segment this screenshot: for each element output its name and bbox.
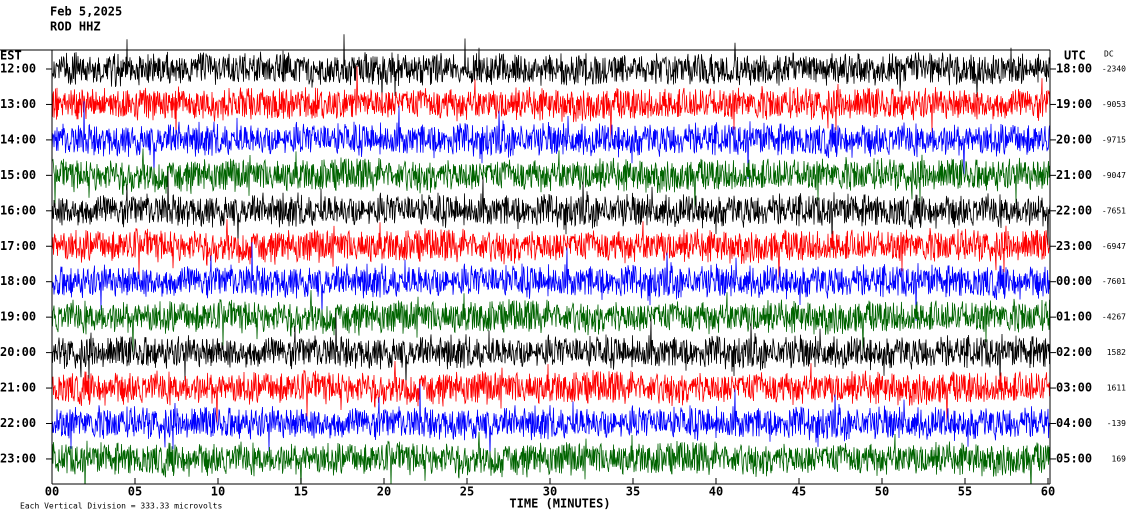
x-tick-label: 10	[211, 485, 225, 499]
x-tick-label: 20	[377, 485, 391, 499]
utc-time: 00:00	[1056, 274, 1092, 288]
trace	[52, 34, 1050, 102]
trace	[52, 66, 1050, 139]
x-tick-label: 50	[875, 485, 889, 499]
est-time: 16:00	[0, 203, 36, 217]
dc-value: -9053	[1102, 100, 1126, 109]
est-time: 13:00	[0, 97, 36, 111]
est-time: 14:00	[0, 132, 36, 146]
x-tick-label: 35	[626, 485, 640, 499]
x-tick-label: 15	[294, 485, 308, 499]
est-time: 15:00	[0, 168, 36, 182]
dc-value: 169	[1112, 454, 1127, 463]
trace	[52, 384, 1050, 458]
utc-time: 03:00	[1056, 381, 1092, 395]
x-tick-label: 05	[128, 485, 142, 499]
utc-time: 01:00	[1056, 310, 1092, 324]
trace	[52, 313, 1050, 392]
est-time: 19:00	[0, 310, 36, 324]
est-time: 23:00	[0, 451, 36, 465]
dc-value: -9047	[1102, 171, 1126, 180]
dc-value: 1582	[1107, 348, 1126, 357]
x-tick-label: 25	[460, 485, 474, 499]
dc-value: -7651	[1102, 206, 1126, 215]
est-time: 20:00	[0, 345, 36, 359]
x-tick-label: 55	[958, 485, 972, 499]
trace	[52, 148, 1050, 210]
utc-time: 22:00	[1056, 203, 1092, 217]
utc-time: 19:00	[1056, 97, 1092, 111]
trace	[52, 360, 1050, 425]
utc-time: 21:00	[1056, 168, 1092, 182]
x-tick-label: 40	[709, 485, 723, 499]
footnote: Each Vertical Division = 333.33 microvol…	[20, 502, 222, 511]
dc-value: 1611	[1107, 384, 1126, 393]
est-time: 22:00	[0, 416, 36, 430]
dc-label: DC	[1104, 50, 1114, 59]
trace	[52, 290, 1050, 354]
trace	[52, 242, 1050, 321]
trace	[52, 101, 1050, 180]
traces	[52, 34, 1050, 484]
x-tick-label: 30	[543, 485, 557, 499]
trace	[52, 171, 1050, 250]
x-tick-label: 45	[792, 485, 806, 499]
est-time: 12:00	[0, 62, 36, 76]
title: Feb 5,2025	[50, 5, 122, 19]
utc-time: 02:00	[1056, 345, 1092, 359]
dc-value: -139	[1107, 419, 1126, 428]
utc-time: 18:00	[1056, 62, 1092, 76]
x-axis-label: TIME (MINUTES)	[509, 497, 610, 511]
dc-value: -9715	[1102, 135, 1126, 144]
x-tick-label: 60	[1041, 485, 1055, 499]
dc-value: -4267	[1102, 313, 1126, 322]
subtitle: ROD HHZ	[50, 20, 101, 34]
utc-time: 23:00	[1056, 239, 1092, 253]
x-tick-label: 00	[45, 485, 59, 499]
utc-time: 20:00	[1056, 132, 1092, 146]
dc-value: -2340	[1102, 65, 1126, 74]
utc-label: UTC	[1064, 49, 1086, 63]
dc-value: -7601	[1102, 277, 1126, 286]
est-time: 21:00	[0, 381, 36, 395]
utc-time: 04:00	[1056, 416, 1092, 430]
utc-time: 05:00	[1056, 451, 1092, 465]
est-label: EST	[0, 49, 22, 63]
est-time: 17:00	[0, 239, 36, 253]
est-time: 18:00	[0, 274, 36, 288]
dc-value: -6947	[1102, 242, 1126, 251]
trace	[52, 431, 1050, 484]
trace	[52, 219, 1050, 281]
